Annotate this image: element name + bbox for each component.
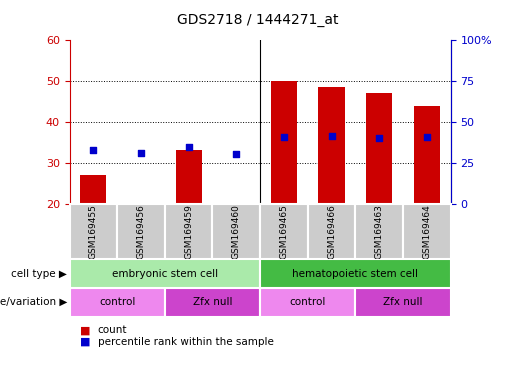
Bar bbox=[70, 288, 165, 317]
Text: percentile rank within the sample: percentile rank within the sample bbox=[98, 337, 274, 347]
Bar bbox=[70, 204, 117, 259]
Bar bbox=[176, 151, 202, 204]
Point bbox=[232, 151, 241, 157]
Text: GSM169459: GSM169459 bbox=[184, 204, 193, 259]
Point bbox=[184, 144, 193, 150]
Text: GDS2718 / 1444271_at: GDS2718 / 1444271_at bbox=[177, 13, 338, 27]
Point bbox=[280, 134, 288, 140]
Text: hematopoietic stem cell: hematopoietic stem cell bbox=[293, 268, 418, 279]
Bar bbox=[165, 288, 260, 317]
Bar bbox=[318, 87, 345, 204]
Bar bbox=[271, 81, 297, 204]
Text: GSM169455: GSM169455 bbox=[89, 204, 98, 259]
Text: GSM169465: GSM169465 bbox=[280, 204, 288, 259]
Bar bbox=[260, 288, 355, 317]
Point bbox=[89, 147, 97, 154]
Text: Zfx null: Zfx null bbox=[383, 297, 423, 308]
Text: control: control bbox=[289, 297, 326, 308]
Point bbox=[137, 150, 145, 156]
Bar bbox=[165, 204, 212, 259]
Point bbox=[375, 135, 383, 141]
Bar bbox=[212, 204, 260, 259]
Bar bbox=[70, 259, 260, 288]
Point bbox=[328, 133, 336, 139]
Bar bbox=[403, 204, 451, 259]
Text: control: control bbox=[99, 297, 135, 308]
Text: GSM169460: GSM169460 bbox=[232, 204, 241, 259]
Point bbox=[423, 134, 431, 141]
Text: GSM169464: GSM169464 bbox=[422, 204, 431, 259]
Bar bbox=[355, 204, 403, 259]
Text: GSM169463: GSM169463 bbox=[375, 204, 384, 259]
Text: GSM169456: GSM169456 bbox=[136, 204, 145, 259]
Bar bbox=[355, 288, 451, 317]
Text: cell type ▶: cell type ▶ bbox=[11, 268, 67, 279]
Text: ■: ■ bbox=[80, 325, 90, 335]
Bar bbox=[260, 204, 308, 259]
Bar bbox=[260, 259, 451, 288]
Text: GSM169466: GSM169466 bbox=[327, 204, 336, 259]
Text: genotype/variation ▶: genotype/variation ▶ bbox=[0, 297, 67, 308]
Bar bbox=[414, 106, 440, 204]
Bar bbox=[80, 175, 107, 204]
Bar bbox=[307, 204, 355, 259]
Text: count: count bbox=[98, 325, 127, 335]
Text: ■: ■ bbox=[80, 337, 90, 347]
Bar bbox=[366, 93, 392, 204]
Text: embryonic stem cell: embryonic stem cell bbox=[112, 268, 218, 279]
Text: Zfx null: Zfx null bbox=[193, 297, 232, 308]
Bar bbox=[117, 204, 165, 259]
